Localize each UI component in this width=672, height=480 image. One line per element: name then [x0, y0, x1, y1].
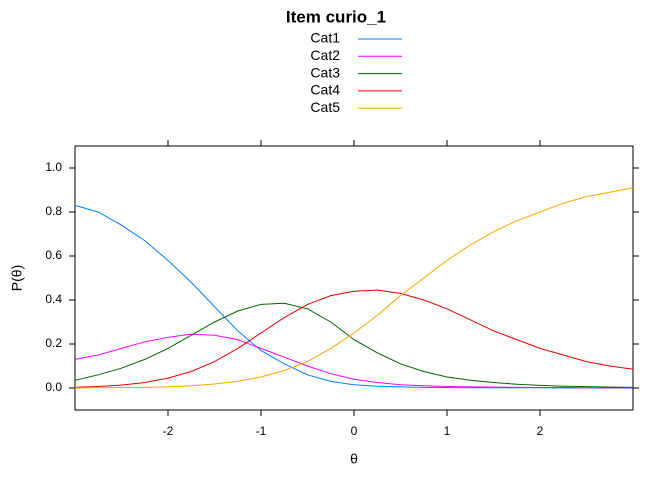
y-tick-label: 0.6 [45, 248, 62, 262]
y-tick-label: 1.0 [45, 160, 62, 174]
legend-label: Cat3 [310, 64, 340, 80]
series-line [74, 302, 634, 388]
x-axis-label: θ [350, 451, 358, 467]
chart-title: Item curio_1 [286, 7, 386, 26]
y-tick-label: 0.2 [45, 336, 62, 350]
series-line [74, 204, 633, 389]
y-tick-label: 0.8 [45, 204, 62, 218]
series-line [74, 187, 634, 389]
legend-label: Cat4 [310, 82, 340, 98]
x-tick-label: 0 [351, 424, 358, 438]
plot-frame [74, 145, 634, 411]
y-tick-label: 0.4 [45, 292, 62, 306]
legend-label: Cat1 [310, 30, 340, 46]
y-axis-label: P(θ) [9, 265, 25, 291]
legend-label: Cat5 [310, 99, 340, 115]
series-line [74, 333, 633, 389]
legend-label: Cat2 [310, 47, 340, 63]
x-tick-label: 1 [444, 424, 451, 438]
x-tick-label: -2 [163, 424, 174, 438]
x-tick-label: -1 [256, 424, 267, 438]
y-tick-label: 0.0 [45, 380, 62, 394]
x-tick-label: 2 [537, 424, 544, 438]
series-line [74, 289, 634, 388]
